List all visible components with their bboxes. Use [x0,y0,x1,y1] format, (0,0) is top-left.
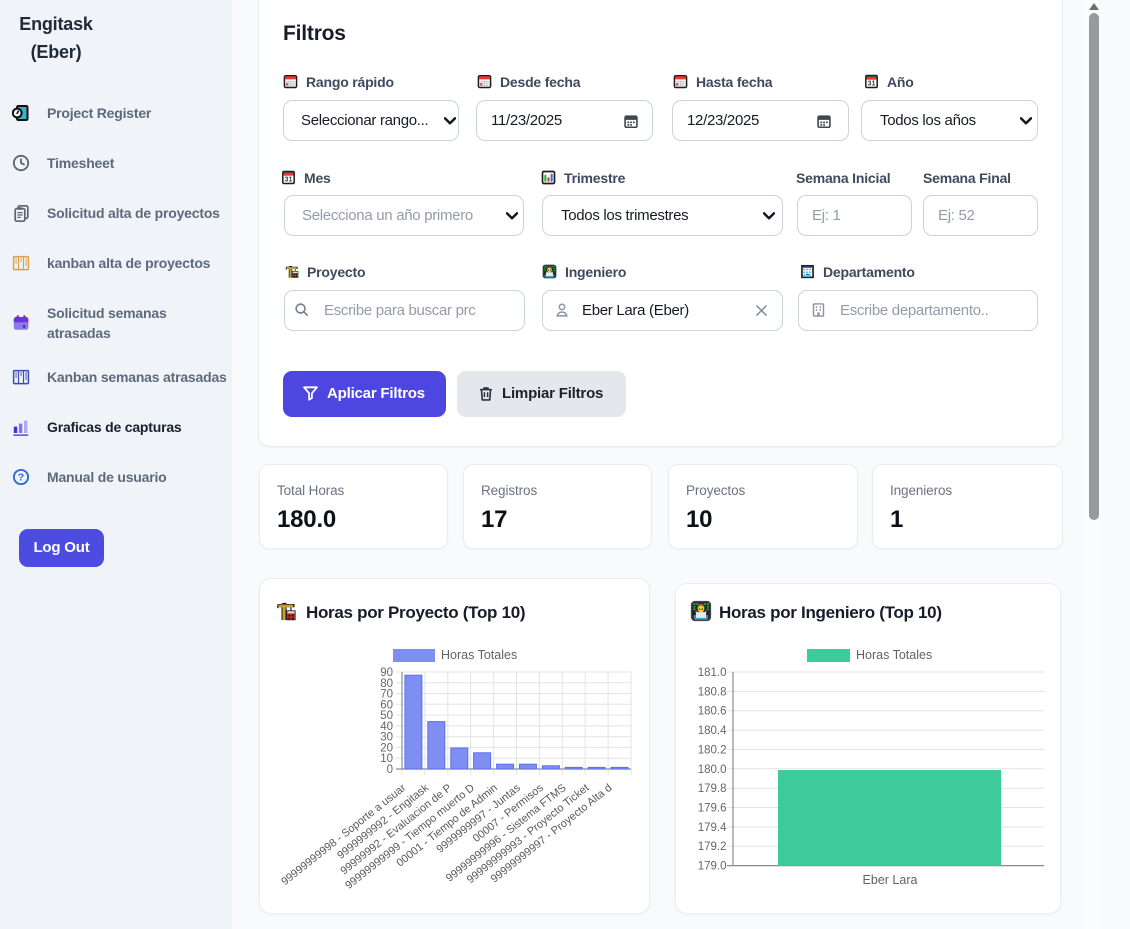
svg-text:10: 10 [380,753,393,765]
svg-text:180.4: 180.4 [698,725,727,737]
svg-text:50: 50 [380,710,393,722]
svg-text:90: 90 [380,667,393,679]
svg-text:30: 30 [380,732,393,744]
svg-text:80: 80 [380,678,393,690]
svg-text:179.6: 179.6 [698,803,727,815]
svg-text:Eber Lara: Eber Lara [863,873,918,887]
svg-text:180.6: 180.6 [698,706,727,718]
svg-text:179.8: 179.8 [698,783,727,795]
svg-text:70: 70 [380,689,393,701]
svg-text:180.0: 180.0 [698,764,727,776]
svg-text:179.4: 179.4 [698,822,727,834]
svg-text:181.0: 181.0 [698,667,727,679]
svg-text:180.8: 180.8 [698,686,727,698]
svg-text:?: ? [18,472,24,484]
svg-text:179.2: 179.2 [698,841,727,853]
svg-text:179.0: 179.0 [698,861,727,873]
svg-text:31: 31 [868,80,876,88]
svg-text:Horas Totales: Horas Totales [441,648,517,662]
svg-text:31: 31 [285,176,293,184]
svg-text:40: 40 [380,721,393,733]
svg-text:180.2: 180.2 [698,744,727,756]
svg-text:20: 20 [380,742,393,754]
svg-text:0: 0 [387,764,393,776]
svg-text:60: 60 [380,699,393,711]
svg-text:Horas Totales: Horas Totales [856,648,932,662]
